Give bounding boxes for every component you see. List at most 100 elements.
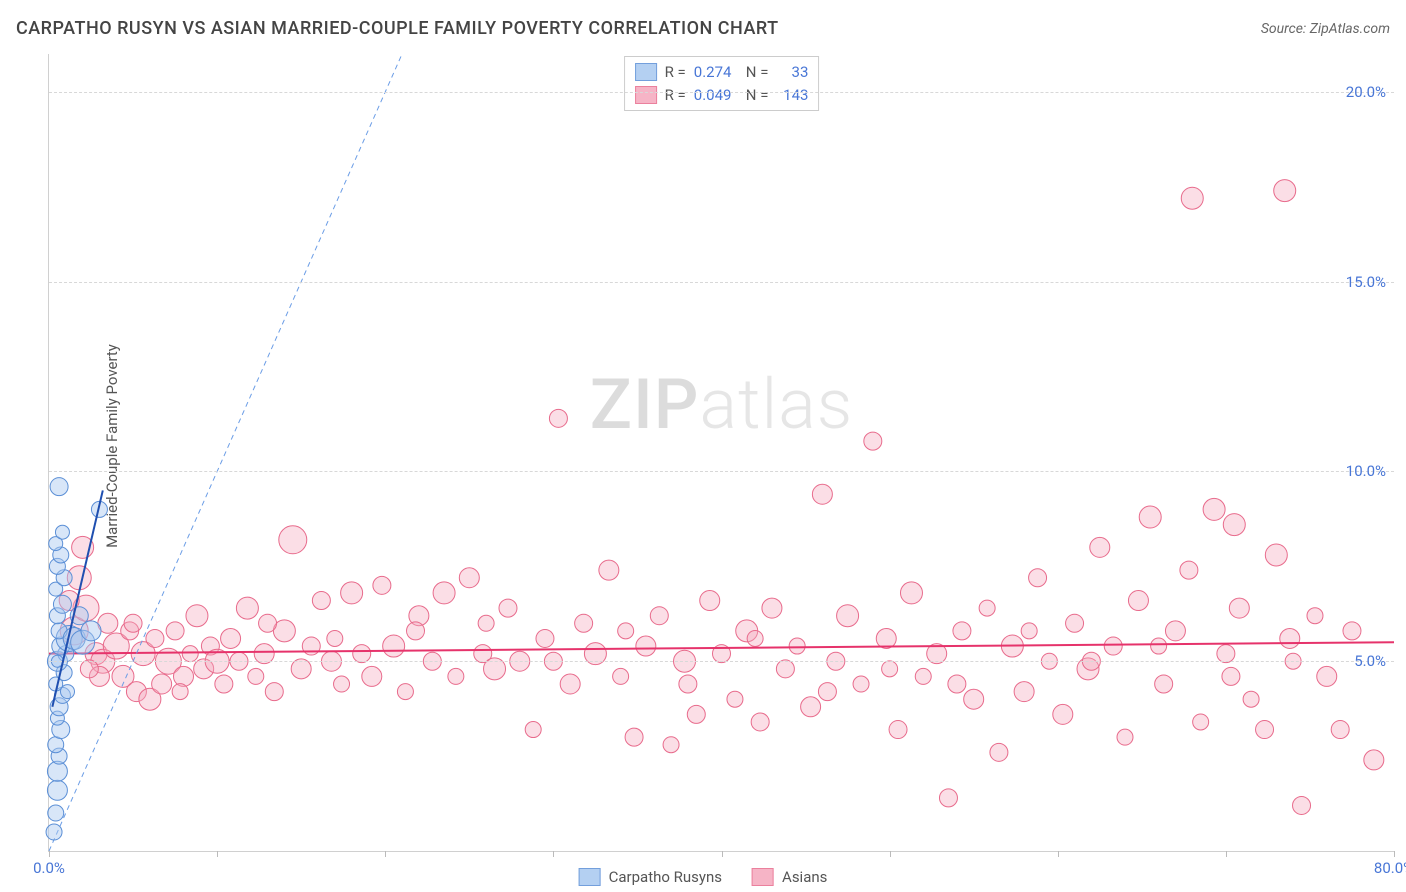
data-point xyxy=(1243,691,1259,707)
data-point xyxy=(459,568,479,588)
data-point xyxy=(221,628,241,648)
series-swatch xyxy=(635,63,657,81)
data-point xyxy=(1021,623,1037,639)
data-point xyxy=(186,605,208,627)
data-point xyxy=(499,599,517,617)
y-tick-label: 5.0% xyxy=(1354,652,1386,670)
data-point xyxy=(1293,796,1311,814)
data-point xyxy=(182,646,198,662)
n-value: 33 xyxy=(776,61,808,84)
data-point xyxy=(1193,714,1209,730)
data-point xyxy=(536,629,554,647)
data-point xyxy=(373,576,391,594)
data-point xyxy=(1223,514,1245,536)
x-tick xyxy=(1394,851,1395,857)
data-point xyxy=(1317,666,1337,686)
data-point xyxy=(478,615,494,631)
data-point xyxy=(55,525,69,539)
data-point xyxy=(1343,622,1361,640)
data-point xyxy=(50,478,68,496)
data-point xyxy=(679,675,697,693)
data-point xyxy=(525,722,541,738)
legend-item: Carpatho Rusyns xyxy=(579,868,722,886)
n-label: N = xyxy=(746,61,769,84)
data-point xyxy=(1053,704,1073,724)
r-label: R = xyxy=(665,84,686,107)
gridline xyxy=(49,92,1394,93)
r-value: 0.274 xyxy=(694,61,738,84)
data-point xyxy=(48,737,64,753)
data-point xyxy=(599,560,619,580)
data-point xyxy=(152,674,172,694)
legend-swatch xyxy=(752,868,774,886)
x-tick xyxy=(385,851,386,857)
data-point xyxy=(383,635,405,657)
n-value: 143 xyxy=(776,84,808,107)
data-point xyxy=(265,683,283,701)
data-point xyxy=(1128,591,1148,611)
correlation-stats-box: R =0.274N =33R =0.049N =143 xyxy=(624,56,820,111)
data-point xyxy=(915,668,931,684)
data-point xyxy=(53,595,71,613)
legend-item: Asians xyxy=(752,868,827,886)
chart-header: CARPATHO RUSYN VS ASIAN MARRIED-COUPLE F… xyxy=(16,18,1390,39)
data-point xyxy=(1090,537,1110,557)
x-tick xyxy=(1226,851,1227,857)
data-point xyxy=(362,666,382,686)
data-point xyxy=(853,676,869,692)
data-point xyxy=(312,592,330,610)
x-tick xyxy=(722,851,723,857)
data-point xyxy=(776,660,794,678)
data-point xyxy=(663,737,679,753)
data-point xyxy=(613,668,629,684)
gridline xyxy=(49,471,1394,472)
data-point xyxy=(1307,608,1323,624)
data-point xyxy=(818,683,836,701)
data-point xyxy=(837,605,859,627)
data-point xyxy=(889,721,907,739)
data-point xyxy=(1014,682,1034,702)
data-point xyxy=(1280,628,1300,648)
data-point xyxy=(341,582,363,604)
data-point xyxy=(1029,569,1047,587)
data-point xyxy=(1181,187,1203,209)
x-tick-label: 80.0% xyxy=(1374,859,1406,877)
data-point xyxy=(1364,750,1384,770)
x-tick xyxy=(217,851,218,857)
series-swatch xyxy=(635,86,657,104)
data-point xyxy=(1217,645,1235,663)
n-label: N = xyxy=(746,84,769,107)
data-point xyxy=(174,666,194,686)
data-point xyxy=(953,622,971,640)
data-point xyxy=(1180,561,1198,579)
data-point xyxy=(146,629,164,647)
data-point xyxy=(48,805,64,821)
data-point xyxy=(1265,544,1287,566)
y-tick-label: 10.0% xyxy=(1346,462,1386,480)
data-point xyxy=(1331,721,1349,739)
data-point xyxy=(334,676,350,692)
data-point xyxy=(1104,637,1122,655)
data-point xyxy=(650,607,668,625)
data-point xyxy=(1203,498,1225,520)
data-point xyxy=(172,684,188,700)
legend-label: Asians xyxy=(782,868,827,886)
data-point xyxy=(60,685,74,699)
data-point xyxy=(46,824,62,840)
data-point xyxy=(900,582,922,604)
data-point xyxy=(1274,180,1296,202)
chart-title: CARPATHO RUSYN VS ASIAN MARRIED-COUPLE F… xyxy=(16,18,779,39)
data-point xyxy=(1117,729,1133,745)
data-point xyxy=(575,614,593,632)
data-point xyxy=(80,660,98,678)
data-point xyxy=(248,668,264,684)
data-point xyxy=(700,591,720,611)
stats-row: R =0.049N =143 xyxy=(635,84,809,107)
data-point xyxy=(353,645,371,663)
data-point xyxy=(762,598,782,618)
data-point xyxy=(397,684,413,700)
data-point xyxy=(625,728,643,746)
r-label: R = xyxy=(665,61,686,84)
stats-row: R = 0.274 N = 33 xyxy=(635,61,809,84)
gridline xyxy=(49,282,1394,283)
